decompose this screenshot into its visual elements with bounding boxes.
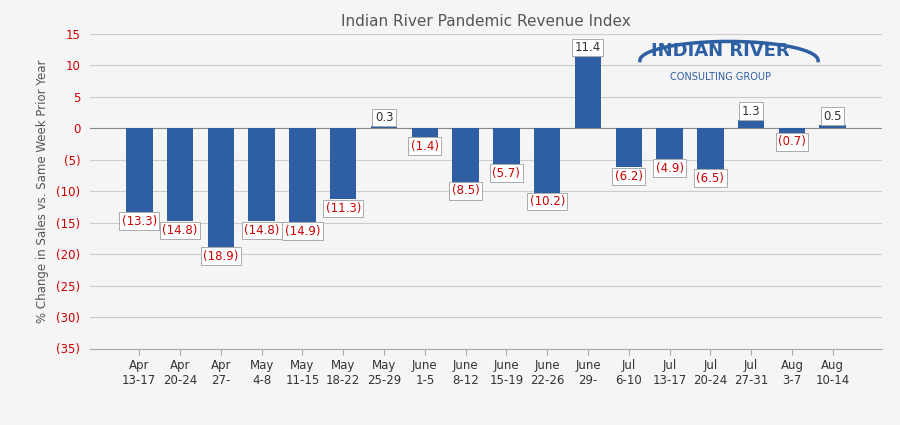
Bar — [738, 120, 764, 128]
Text: (4.9): (4.9) — [655, 162, 684, 175]
Bar — [126, 128, 152, 212]
Bar — [616, 128, 642, 167]
Bar — [166, 128, 194, 221]
Text: (6.5): (6.5) — [697, 172, 724, 185]
Bar — [778, 128, 806, 133]
Text: 0.3: 0.3 — [374, 111, 393, 124]
Bar — [575, 57, 601, 128]
Text: (14.8): (14.8) — [162, 224, 198, 237]
Bar — [248, 128, 274, 221]
Text: (10.2): (10.2) — [529, 195, 565, 208]
Text: (11.3): (11.3) — [326, 202, 361, 215]
Text: 0.5: 0.5 — [824, 110, 842, 123]
Bar — [698, 128, 724, 169]
Text: (5.7): (5.7) — [492, 167, 520, 180]
Text: (1.4): (1.4) — [410, 140, 439, 153]
Text: (0.7): (0.7) — [778, 135, 806, 148]
Bar — [493, 128, 519, 164]
Text: CONSULTING GROUP: CONSULTING GROUP — [670, 71, 770, 82]
Bar — [453, 128, 479, 182]
Y-axis label: % Change in Sales vs. Same Week Prior Year: % Change in Sales vs. Same Week Prior Ye… — [36, 60, 50, 323]
Bar — [820, 125, 846, 128]
Bar — [534, 128, 561, 193]
Bar — [411, 128, 438, 137]
Bar — [289, 128, 316, 222]
Text: (13.3): (13.3) — [122, 215, 157, 227]
Text: 1.3: 1.3 — [742, 105, 760, 118]
Text: (6.2): (6.2) — [615, 170, 643, 183]
Text: (18.9): (18.9) — [203, 250, 238, 263]
Text: INDIAN RIVER: INDIAN RIVER — [651, 42, 789, 60]
Bar — [330, 128, 356, 199]
Text: (8.5): (8.5) — [452, 184, 480, 197]
Text: (14.8): (14.8) — [244, 224, 279, 237]
Bar — [371, 127, 397, 128]
Bar — [208, 128, 234, 247]
Text: (14.9): (14.9) — [284, 224, 320, 238]
Title: Indian River Pandemic Revenue Index: Indian River Pandemic Revenue Index — [341, 14, 631, 28]
Text: 11.4: 11.4 — [575, 41, 601, 54]
Bar — [656, 128, 683, 159]
